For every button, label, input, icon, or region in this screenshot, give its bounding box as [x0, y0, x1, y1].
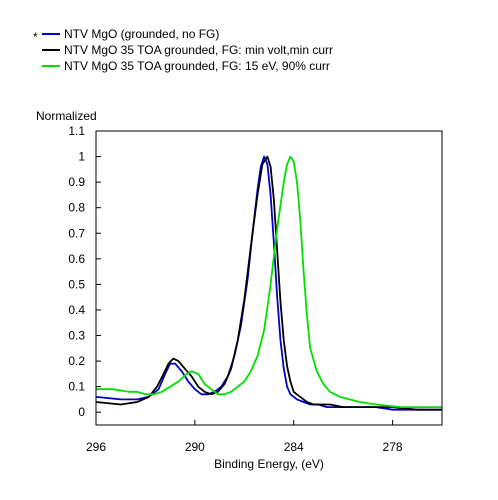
y-axis-label: Normalized — [36, 109, 97, 123]
x-tick-label: 296 — [86, 440, 106, 454]
legend: * NTV MgO (grounded, no FG) NTV MgO 35 TO… — [33, 27, 333, 73]
x-axis-label: Binding Energy, (eV) — [214, 457, 324, 471]
y-tick-label: 0.7 — [68, 226, 85, 240]
y-tick-label: 0 — [78, 405, 85, 419]
legend-marker: * — [33, 30, 38, 44]
x-tick-label: 290 — [185, 440, 205, 454]
series-line-2 — [95, 155, 442, 411]
y-tick-label: 0.3 — [68, 329, 85, 343]
y-tick-label: 0.6 — [68, 252, 85, 266]
legend-entry-3: NTV MgO 35 TOA grounded, FG: 15 eV, 90% … — [64, 59, 330, 73]
plot-series — [95, 155, 442, 411]
legend-entry-1: NTV MgO (grounded, no FG) — [64, 27, 219, 41]
y-tick-label: 1 — [78, 150, 85, 164]
y-tick-label: 0.9 — [68, 175, 85, 189]
y-tick-label: 1.1 — [68, 124, 85, 138]
legend-entry-2: NTV MgO 35 TOA grounded, FG: min volt,mi… — [64, 43, 333, 57]
plot-frame — [95, 130, 443, 426]
x-axis: 296 290 284 278 — [86, 420, 403, 454]
y-tick-label: 0.4 — [68, 303, 85, 317]
x-tick-label: 284 — [284, 440, 304, 454]
series-line-1 — [95, 155, 442, 411]
series-line-3 — [96, 155, 442, 409]
y-tick-label: 0.1 — [68, 380, 85, 394]
y-tick-label: 0.5 — [68, 277, 85, 291]
y-tick-label: 0.8 — [68, 201, 85, 215]
y-axis: 0 0.1 0.2 0.3 0.4 0.5 0.6 0.7 0.8 0.9 1 1.1 — [68, 124, 101, 419]
x-tick-label: 278 — [383, 440, 403, 454]
y-tick-label: 0.2 — [68, 354, 85, 368]
